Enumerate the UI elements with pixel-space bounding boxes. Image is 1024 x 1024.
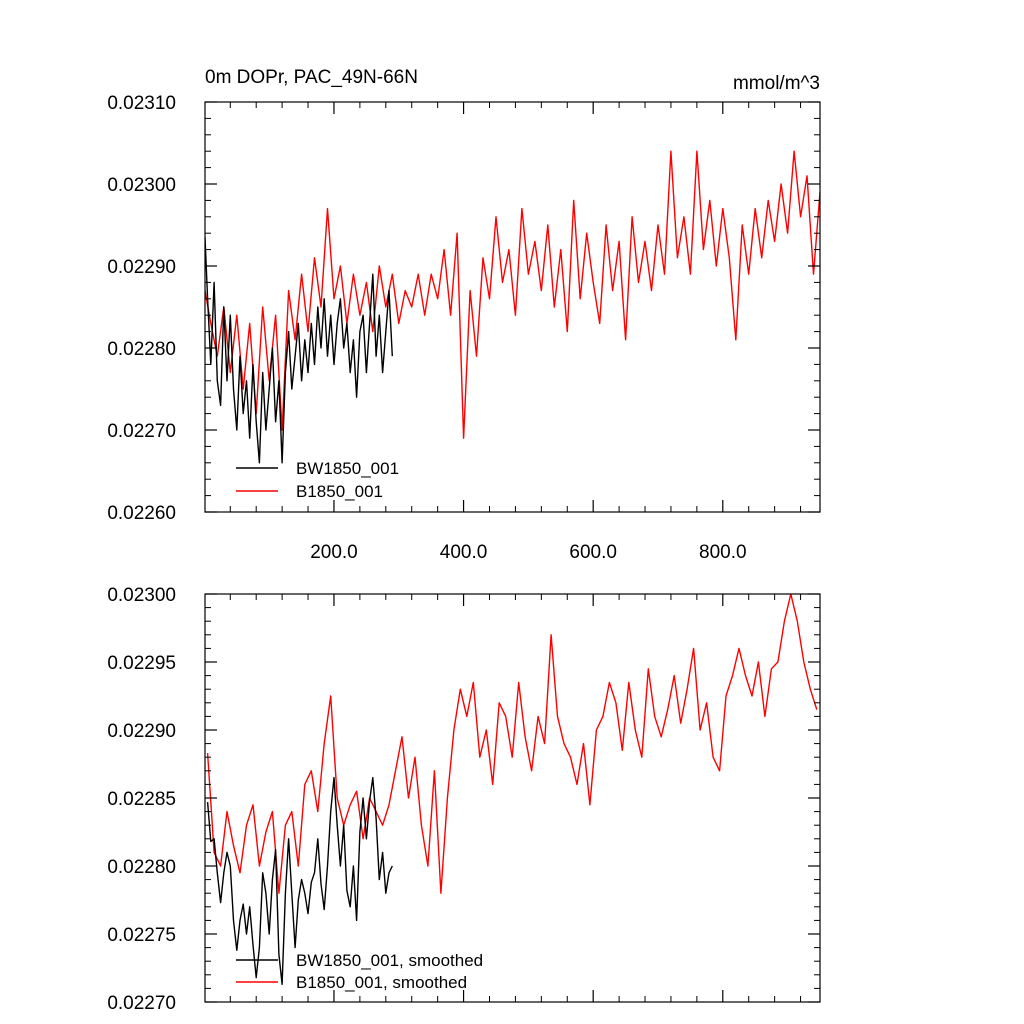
y-tick-label: 0.02275 (107, 925, 176, 946)
y-tick-label: 0.02290 (107, 257, 176, 278)
series-line-bw1850-001 (205, 237, 393, 464)
y-tick-label: 0.02270 (107, 993, 176, 1014)
y-tick-label: 0.02310 (107, 93, 176, 114)
legend-label: B1850_001 (296, 482, 383, 501)
y-tick-label: 0.02280 (107, 857, 176, 878)
y-tick-label: 0.02280 (107, 339, 176, 360)
bottom-panel: 0.02270 0.02275 0.02280 0.02285 0.02290 0.022… (107, 585, 821, 1014)
y-tick-label: 0.02285 (107, 789, 176, 810)
legend-label: B1850_001, smoothed (296, 973, 467, 992)
y-tick-label: 0.02260 (107, 503, 176, 524)
y-tick-label: 0.02290 (107, 721, 176, 742)
series-line-b1850-001-smoothed (206, 594, 818, 894)
x-tick-label: 400.0 (440, 542, 488, 563)
units-label: mmol/m^3 (733, 73, 820, 94)
x-tick-label: 800.0 (699, 542, 747, 563)
plot-frame (204, 101, 821, 513)
x-tick-label: 200.0 (310, 542, 358, 563)
y-tick-label: 0.02300 (107, 585, 176, 606)
legend-label: BW1850_001 (296, 459, 399, 478)
plot-frame (204, 593, 821, 1003)
y-tick-label: 0.02270 (107, 421, 176, 442)
y-tick-label: 0.02295 (107, 653, 176, 674)
top-panel: 200.0 400.0 600.0 800.0 0.02260 0.02270 0.0228… (107, 67, 821, 563)
chart-title: 0m DOPr, PAC_49N-66N (205, 67, 418, 88)
x-tick-label: 600.0 (569, 542, 617, 563)
legend-label: BW1850_001, smoothed (296, 951, 483, 970)
series-line-bw1850-001-smoothed (206, 776, 393, 985)
y-tick-label: 0.02300 (107, 175, 176, 196)
series-line-b1850-001 (205, 150, 820, 439)
